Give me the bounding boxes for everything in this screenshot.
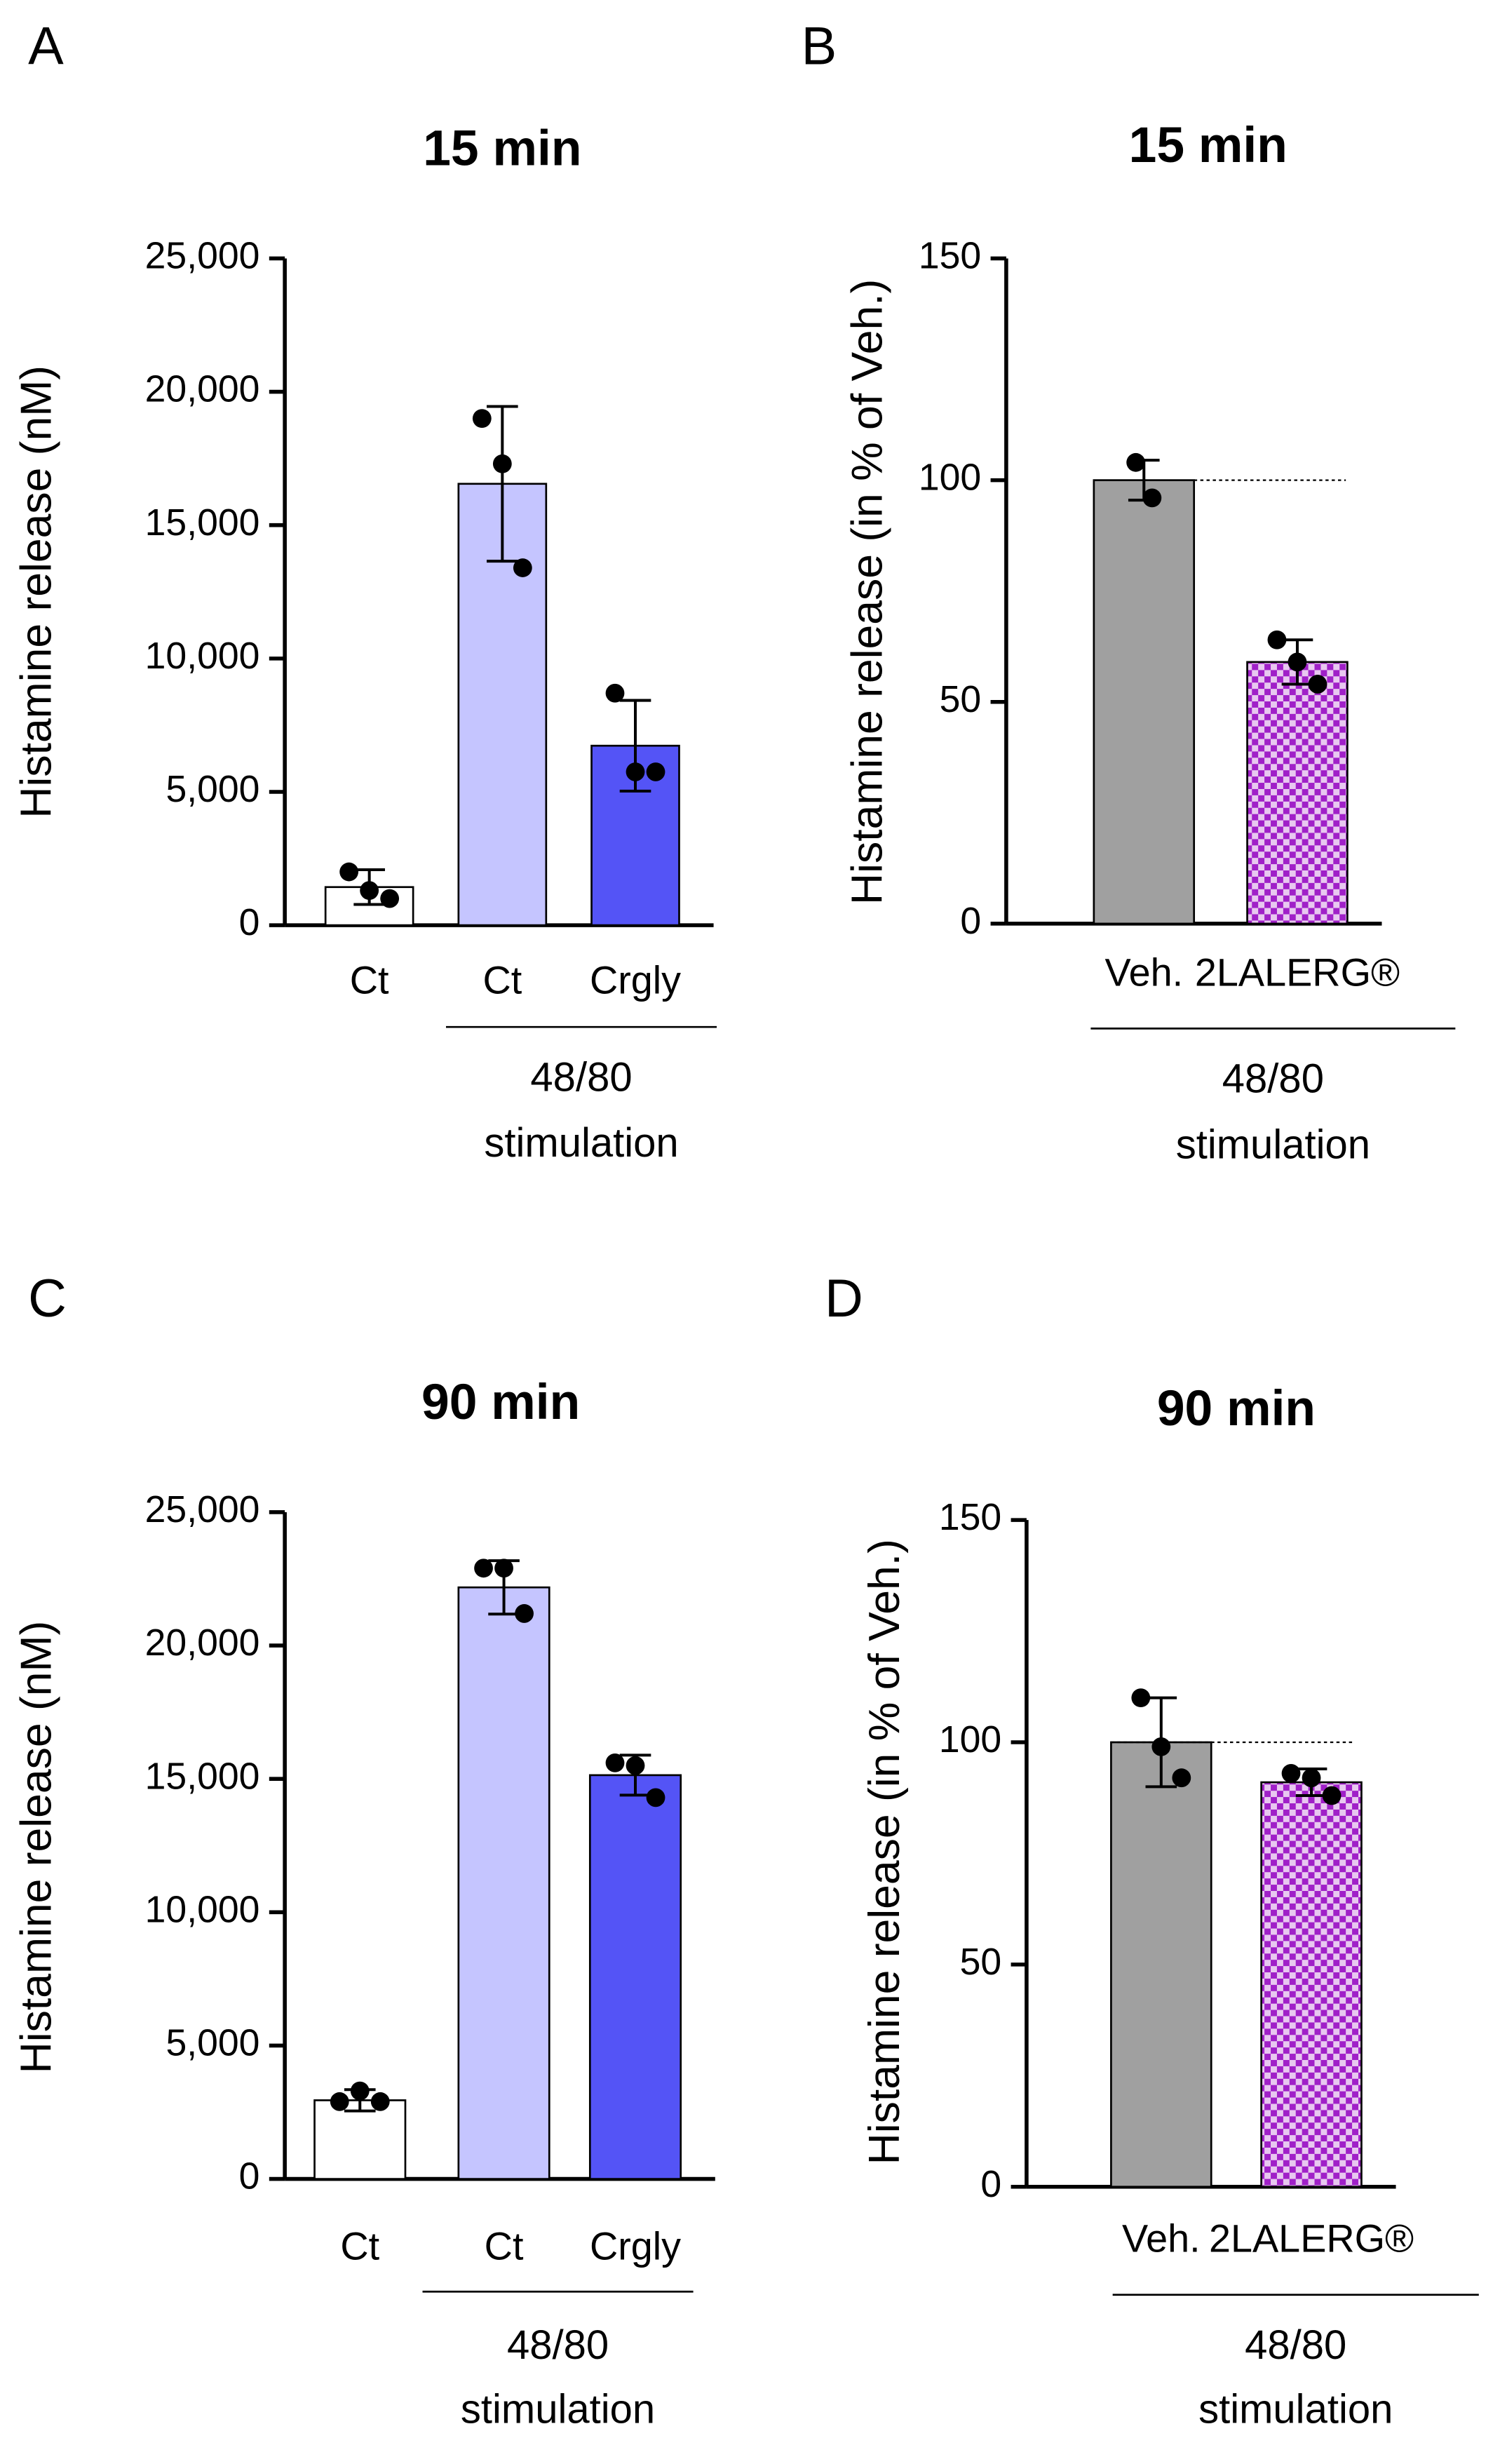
panel-letter: B — [802, 17, 837, 76]
y-tick-label: 0 — [960, 901, 981, 942]
data-point — [1281, 1763, 1301, 1783]
y-tick-label: 0 — [239, 902, 260, 943]
y-tick-label: 15,000 — [145, 502, 260, 544]
data-point — [1131, 1688, 1151, 1708]
data-point — [646, 1788, 665, 1807]
x-tick-label: Crgly — [590, 958, 681, 1002]
group-label: 48/80 — [507, 2322, 609, 2368]
y-tick-label: 10,000 — [145, 1889, 260, 1930]
data-point — [1302, 1768, 1321, 1788]
data-point — [1308, 675, 1327, 694]
bar — [1260, 1781, 1363, 2188]
chart-title: 90 min — [1157, 1380, 1316, 1436]
data-point — [494, 1558, 513, 1578]
y-tick-label: 150 — [919, 236, 981, 277]
x-tick-label: Ct — [485, 2225, 524, 2268]
y-tick-label: 25,000 — [145, 236, 260, 277]
data-point — [1322, 1786, 1342, 1805]
y-tick-label: 20,000 — [145, 369, 260, 410]
bar — [588, 1774, 682, 2180]
data-point — [1151, 1737, 1171, 1756]
x-tick-label: Ct — [350, 958, 389, 1002]
data-point — [330, 2092, 349, 2111]
y-axis-label: Histamine release (in % of Veh.) — [860, 1539, 909, 2165]
y-tick-label: 0 — [980, 2164, 1001, 2205]
y-tick-label: 5,000 — [165, 769, 259, 810]
group-label: 48/80 — [1222, 1056, 1324, 1102]
bar — [1093, 479, 1196, 925]
data-point — [626, 1756, 645, 1775]
data-point — [515, 1604, 534, 1623]
data-point — [370, 2092, 390, 2111]
y-tick-label: 15,000 — [145, 1756, 260, 1797]
y-axis-label: Histamine release (nM) — [11, 1621, 60, 2074]
group-label: 48/80 — [530, 1054, 632, 1100]
data-point — [626, 762, 645, 781]
data-point — [605, 1753, 625, 1772]
bar — [457, 1586, 550, 2180]
data-point — [474, 1558, 493, 1578]
y-axis-label: Histamine release (nM) — [11, 365, 60, 819]
x-tick-label: Crgly — [590, 2225, 681, 2268]
y-axis-label: Histamine release (in % of Veh.) — [842, 279, 891, 905]
x-tick-label: Veh. — [1122, 2217, 1201, 2261]
y-tick-label: 50 — [940, 679, 982, 720]
y-tick-label: 25,000 — [145, 1489, 260, 1530]
x-tick-label: Ct — [340, 2225, 379, 2268]
data-point — [1172, 1768, 1191, 1788]
x-tick-label: Veh. — [1104, 950, 1183, 994]
y-tick-label: 10,000 — [145, 635, 260, 677]
data-point — [380, 889, 400, 908]
x-tick-label: Ct — [482, 958, 522, 1002]
data-point — [1267, 630, 1287, 649]
data-point — [492, 454, 512, 473]
group-label: 48/80 — [1245, 2322, 1346, 2368]
y-tick-label: 50 — [960, 1941, 1002, 1983]
y-tick-label: 100 — [919, 457, 981, 499]
x-tick-label: 2LALERG® — [1209, 2217, 1414, 2261]
group-label: stimulation — [484, 1120, 678, 1166]
y-tick-label: 0 — [239, 2156, 260, 2197]
data-point — [646, 762, 665, 781]
chart-title: 90 min — [421, 1374, 580, 1430]
panel-letter: A — [28, 17, 64, 76]
y-tick-label: 5,000 — [165, 2023, 259, 2064]
y-tick-label: 150 — [939, 1497, 1001, 1538]
panel-letter: C — [28, 1269, 67, 1328]
group-label: stimulation — [1198, 2386, 1393, 2432]
data-point — [472, 409, 492, 429]
data-point — [1126, 452, 1146, 472]
data-point — [1288, 652, 1307, 672]
chart-title: 15 min — [423, 121, 581, 177]
panel-letter: D — [825, 1269, 863, 1328]
group-label: stimulation — [1176, 1122, 1370, 1167]
data-point — [513, 558, 532, 577]
bar — [1246, 661, 1349, 925]
bar — [1110, 1741, 1212, 2188]
group-label: stimulation — [461, 2386, 655, 2432]
data-point — [360, 881, 379, 901]
chart-title: 15 min — [1129, 117, 1288, 173]
data-point — [350, 2081, 370, 2101]
data-point — [1142, 488, 1162, 508]
data-point — [339, 862, 359, 882]
x-tick-label: 2LALERG® — [1195, 950, 1400, 994]
data-point — [605, 683, 625, 703]
y-tick-label: 20,000 — [145, 1622, 260, 1664]
y-tick-label: 100 — [939, 1719, 1001, 1761]
